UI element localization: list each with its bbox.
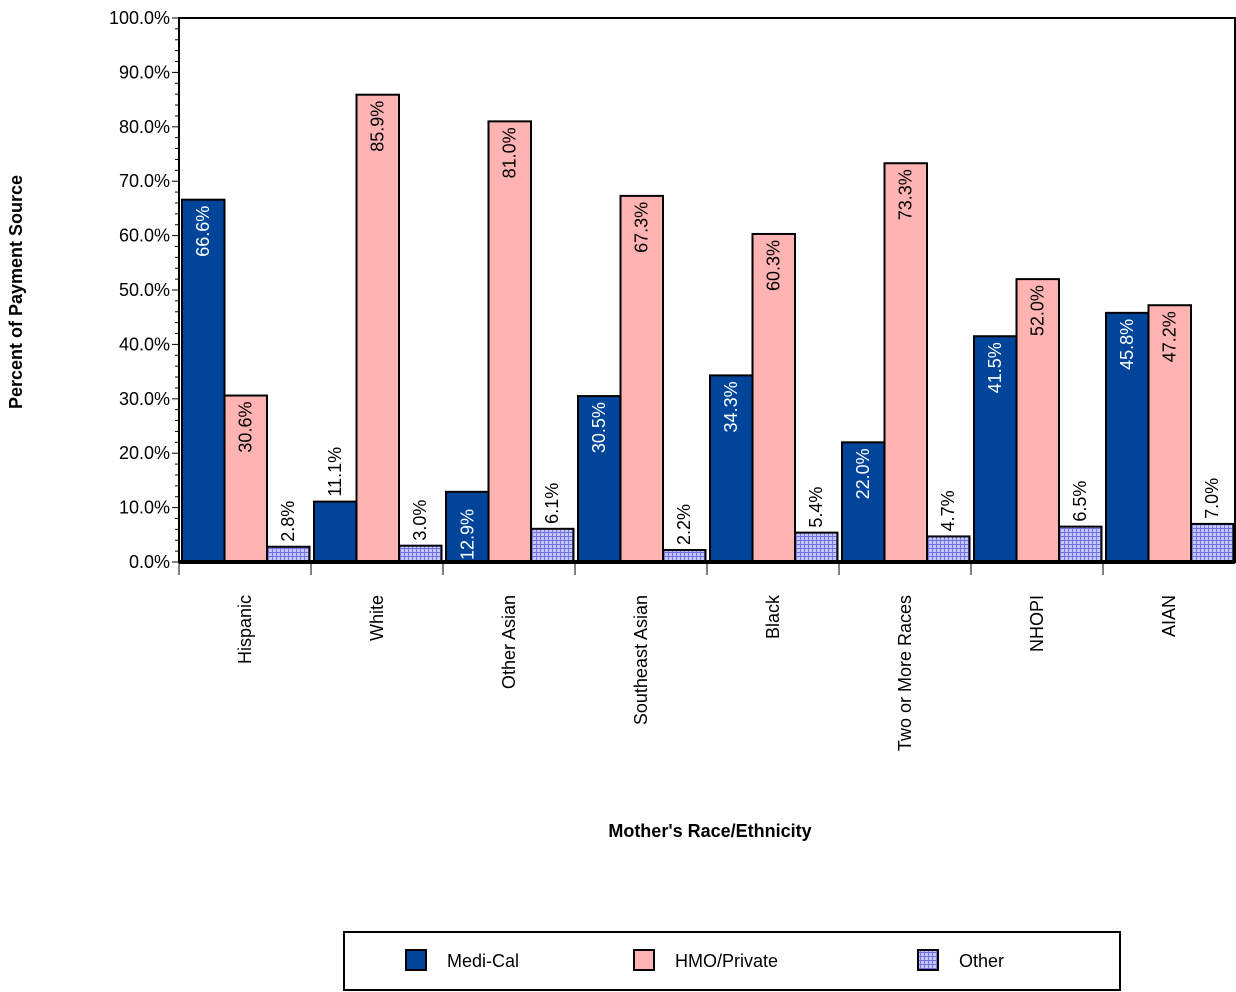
data-label: 34.3% [721, 381, 741, 432]
bar-other [398, 544, 443, 563]
bar-hmo-private [883, 162, 928, 564]
bar-other [1058, 525, 1103, 564]
data-label: 2.2% [674, 504, 694, 545]
data-label: 6.5% [1070, 481, 1090, 522]
legend: Medi-Cal HMO/Private Other [343, 931, 1121, 991]
y-tick-label: 70.0% [119, 171, 170, 191]
y-tick-label: 40.0% [119, 334, 170, 354]
data-label: 52.0% [1028, 285, 1048, 336]
bar-medi-cal [181, 198, 226, 563]
x-tick-label: Southeast Asian [631, 595, 651, 725]
y-tick-label: 30.0% [119, 389, 170, 409]
data-label: 12.9% [457, 509, 477, 560]
bar-hmo-private [223, 394, 268, 564]
bar-other [530, 527, 575, 563]
bar-hmo-private [751, 232, 796, 564]
data-label: 7.0% [1202, 478, 1222, 519]
bar-hmo-private [355, 93, 400, 563]
y-tick-label: 80.0% [119, 117, 170, 137]
data-label: 60.3% [764, 240, 784, 291]
legend-label: HMO/Private [675, 951, 778, 971]
bar-medi-cal [1105, 311, 1150, 563]
y-tick-label: 90.0% [119, 62, 170, 82]
legend-label: Medi-Cal [447, 951, 519, 971]
bar-other [266, 545, 311, 564]
bar-other [926, 535, 971, 564]
data-label: 5.4% [806, 487, 826, 528]
bar-medi-cal [577, 395, 622, 563]
bar-other [794, 531, 839, 564]
data-label: 4.7% [938, 490, 958, 531]
bar-hmo-private [487, 120, 532, 564]
x-axis-title: Mother's Race/Ethnicity [608, 821, 811, 841]
y-tick-label: 0.0% [129, 552, 170, 572]
bar-other [1190, 522, 1235, 563]
bar-medi-cal [709, 374, 754, 563]
data-label: 3.0% [410, 500, 430, 541]
data-label: 2.8% [278, 501, 298, 542]
data-label: 67.3% [632, 202, 652, 253]
data-label: 11.1% [325, 447, 345, 497]
legend-swatch [633, 949, 655, 971]
x-tick-label: Other Asian [499, 595, 519, 689]
x-tick-label: Two or More Races [895, 595, 915, 751]
data-label: 47.2% [1160, 311, 1180, 362]
data-label: 73.3% [896, 169, 916, 220]
legend-swatch [405, 949, 427, 971]
data-label: 81.0% [500, 127, 520, 178]
x-tick-label: NHOPI [1027, 595, 1047, 652]
plot-area: 0.0% 10.0% 20.0% 30.0% 40.0% 50.0% 60.0% 70.0% 8… [109, 8, 1236, 751]
data-label: 22.0% [853, 448, 873, 499]
legend-label: Other [959, 951, 1004, 971]
x-tick-label: Black [763, 594, 783, 639]
y-tick-label: 20.0% [119, 443, 170, 463]
data-label: 66.6% [193, 206, 213, 257]
x-tick-label: White [367, 595, 387, 641]
x-tick-label: AIAN [1159, 595, 1179, 637]
bar-medi-cal [313, 500, 358, 563]
y-tick-label: 10.0% [119, 498, 170, 518]
bar-hmo-private [619, 194, 664, 563]
data-label: 85.9% [368, 101, 388, 152]
data-label: 45.8% [1117, 319, 1137, 370]
data-label: 6.1% [542, 483, 562, 524]
data-label: 30.5% [589, 402, 609, 453]
y-axis-title: Percent of Payment Source [6, 175, 26, 409]
x-tick-label: Hispanic [235, 595, 255, 664]
y-tick-label: 60.0% [119, 226, 170, 246]
legend-box [343, 931, 1121, 991]
legend-swatch [917, 949, 939, 971]
y-tick-label: 100.0% [109, 8, 170, 28]
data-label: 41.5% [985, 342, 1005, 393]
data-label: 30.6% [236, 402, 256, 453]
y-tick-label: 50.0% [119, 280, 170, 300]
